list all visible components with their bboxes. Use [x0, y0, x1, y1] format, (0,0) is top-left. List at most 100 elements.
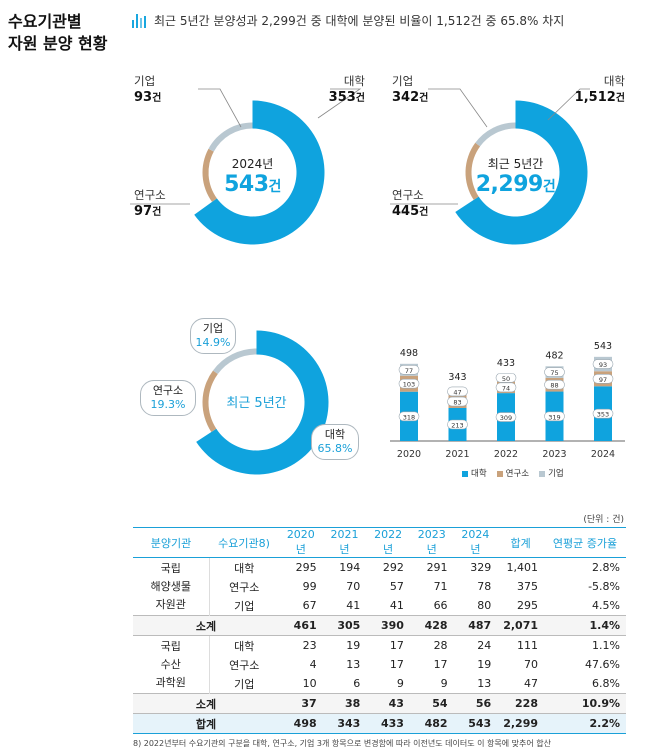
- bar-value-pill: [398, 378, 420, 389]
- value-cell: 17: [389, 658, 404, 671]
- value-cell: 78: [477, 580, 492, 593]
- bar-value-pill: [592, 373, 614, 384]
- x-tick-label: 2024: [591, 449, 615, 460]
- bar-value-label: 88: [550, 382, 558, 390]
- subtotal-cell: 38: [322, 693, 367, 714]
- donut-2024-leaders: [130, 88, 362, 205]
- value-cell: 24: [477, 639, 492, 652]
- donut-2024-company-name: 기업: [134, 74, 156, 88]
- bar-value-pill: [544, 367, 565, 377]
- bar-total-label: 498: [400, 348, 418, 359]
- donut-share-institute-name: 연구소: [152, 384, 184, 397]
- source-cell: 대학: [208, 635, 279, 655]
- value-cell: 9: [396, 677, 404, 690]
- value-cell: 292: [382, 561, 404, 574]
- donut-slice-university: [194, 100, 325, 245]
- distribution-table: 분양기관 수요기관8) 2020년 2021년 2022년 2023년 2024…: [133, 527, 626, 734]
- value-cell: 1.1%: [592, 639, 620, 652]
- total-cell: 433: [366, 713, 410, 734]
- table-header: 분양기관 수요기관8) 2020년 2021년 2022년 2023년 2024…: [133, 527, 626, 558]
- donut-5yr-center: 최근 5년간 2,299건: [443, 155, 588, 197]
- donut-5yr-institute-value: 445건: [392, 204, 429, 219]
- source-cell: 연구소: [208, 577, 279, 596]
- value-cell: 17: [433, 658, 448, 671]
- bar-value-label: 50: [502, 375, 510, 383]
- bar-value-label: 319: [548, 413, 560, 421]
- header-cell: 분양기관: [133, 527, 209, 558]
- value-cell: 10: [302, 677, 317, 690]
- bar-total-label: 543: [594, 341, 612, 352]
- x-tick-label: 2021: [445, 449, 469, 460]
- donut-2024-center-value: 543건: [224, 172, 281, 197]
- header-cell: 2023년: [409, 527, 454, 558]
- value-cell: 19: [477, 658, 492, 671]
- total-row: 합계 498 343 433 482 543 2,299 2.2%: [133, 713, 626, 734]
- donut-5yr-university-name: 대학: [603, 74, 625, 88]
- donut-2024-center: 2024년 543건: [180, 155, 325, 197]
- value-cell: 1,401: [506, 561, 539, 574]
- total-cell: 543: [453, 713, 498, 734]
- value-cell: 47.6%: [585, 658, 620, 671]
- donut-2024-company-value: 93건: [134, 90, 162, 105]
- value-cell: 23: [302, 639, 317, 652]
- total-cell: 482: [409, 713, 454, 734]
- donut-5yr-institute-name: 연구소: [392, 188, 424, 202]
- donut-2024-institute-name: 연구소: [134, 188, 166, 202]
- subtotal-label: 소계: [133, 615, 279, 636]
- subtotal-cell: 2,071: [497, 615, 544, 636]
- bar-value-pill: [544, 379, 565, 390]
- source-cell: 기업: [208, 596, 279, 616]
- bar-value-pill: [447, 419, 468, 430]
- donut-5yr-center-sub: 최근 5년간: [487, 157, 544, 171]
- donut-share-university-pill: 대학 65.8%: [311, 424, 359, 460]
- table-row: 연구소 4 13 17 17 19 70 47.6%: [133, 655, 626, 674]
- donut-5yr-company-value: 342건: [392, 90, 429, 105]
- bar-legend: 대학 연구소 기업: [462, 467, 564, 479]
- donut-2024-university-value: 353건: [328, 90, 365, 105]
- value-cell: 17: [389, 639, 404, 652]
- legend-institute: 연구소: [496, 467, 529, 479]
- bar-total-label: 433: [497, 358, 515, 369]
- unit-note: (단위 : 건): [583, 515, 624, 525]
- donut-share-university-value: 65.8%: [317, 442, 353, 455]
- bar-value-pill: [592, 359, 614, 369]
- value-cell: 28: [433, 639, 448, 652]
- donut-slice-institute: [202, 370, 218, 433]
- subtotal-cell: 305: [322, 615, 367, 636]
- x-tick-label: 2022: [494, 449, 518, 460]
- value-cell: 41: [389, 599, 404, 612]
- table-row: 기업 67 41 41 66 80 295 4.5%: [133, 596, 626, 616]
- bar-value-pill: [398, 411, 420, 422]
- subtotal-cell: 37: [279, 693, 323, 714]
- bar-value-label: 353: [597, 411, 609, 419]
- bar-value-pill: [592, 408, 614, 419]
- value-cell: 41: [346, 599, 361, 612]
- donut-share: [196, 330, 329, 475]
- bar-value-label: 77: [405, 367, 413, 375]
- donut-5yr-company-label: 기업 342건: [392, 73, 428, 105]
- table-row: 연구소 99 70 57 71 78 375 -5.8%: [133, 577, 626, 596]
- value-cell: 111: [517, 639, 538, 652]
- bar-value-label: 83: [453, 399, 461, 407]
- donut-share-center: 최근 5년간: [226, 396, 287, 411]
- bar-value-label: 103: [403, 381, 415, 389]
- value-cell: 47: [524, 677, 538, 690]
- donut-5yr-center-value: 2,299건: [475, 172, 556, 197]
- source-cell: 기업: [208, 674, 279, 694]
- value-cell: 6: [353, 677, 361, 690]
- bar-value-label: 47: [453, 388, 461, 396]
- subtotal-label: 소계: [133, 693, 279, 714]
- value-cell: 13: [477, 677, 492, 690]
- summary-line: 최근 5년간 분양성과 2,299건 중 대학에 분양된 비율이 1,512건 …: [132, 12, 564, 29]
- bar-value-label: 97: [599, 376, 607, 384]
- bar-value-label: 309: [500, 414, 512, 422]
- header-cell: 2020년: [279, 527, 323, 558]
- value-cell: 295: [517, 599, 538, 612]
- donut-slice-company: [213, 348, 257, 375]
- summary-text: 최근 5년간 분양성과 2,299건 중 대학에 분양된 비율이 1,512건 …: [154, 14, 565, 28]
- donut-2024-institute-value: 97건: [134, 204, 162, 219]
- donut-slice-company: [475, 122, 516, 147]
- legend-university: 대학: [462, 467, 487, 479]
- donut-slice-university: [455, 100, 588, 245]
